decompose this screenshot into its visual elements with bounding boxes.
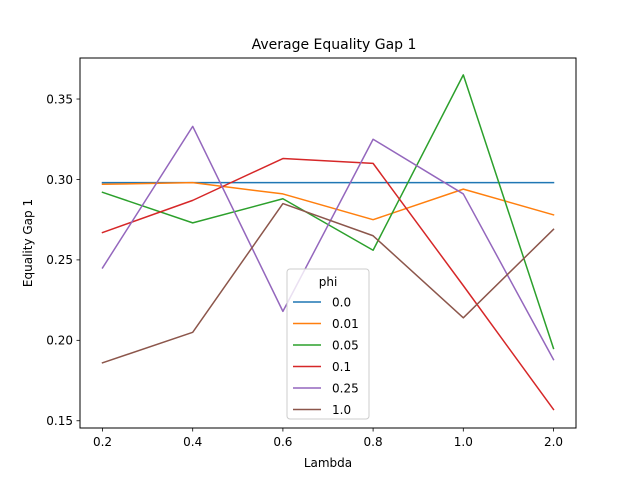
x-tick-label: 2.0 xyxy=(544,435,563,449)
legend-label: 0.1 xyxy=(332,360,351,374)
legend-title: phi xyxy=(319,275,338,289)
y-tick-label: 0.15 xyxy=(46,414,73,428)
series-line-5 xyxy=(101,202,555,364)
legend-label: 1.0 xyxy=(332,403,351,417)
y-axis-label: Equality Gap 1 xyxy=(21,199,35,287)
legend: phi 0.0 0.01 0.05 0.1 0.25 1.0 xyxy=(286,268,370,420)
y-axis-ticks: 0.15 0.20 0.25 0.30 0.35 xyxy=(46,92,80,428)
x-tick-label: 0.6 xyxy=(273,435,292,449)
y-tick-label: 0.35 xyxy=(46,92,73,106)
plot-frame xyxy=(79,57,577,429)
y-tick-label: 0.30 xyxy=(46,173,73,187)
plot-lines xyxy=(101,74,555,411)
series-line-1 xyxy=(101,181,555,221)
x-tick-label: 0.2 xyxy=(93,435,112,449)
x-tick-label: 0.8 xyxy=(364,435,383,449)
y-tick-label: 0.20 xyxy=(46,334,73,348)
x-tick-label: 1.0 xyxy=(454,435,473,449)
series-line-4 xyxy=(101,125,555,361)
x-axis-label: Lambda xyxy=(304,456,352,470)
legend-label: 0.0 xyxy=(332,295,351,309)
x-tick-label: 0.4 xyxy=(183,435,202,449)
legend-label: 0.05 xyxy=(332,338,359,352)
chart-title: Average Equality Gap 1 xyxy=(252,37,417,53)
legend-box xyxy=(286,268,370,420)
y-tick-label: 0.25 xyxy=(46,253,73,267)
series-line-3 xyxy=(101,157,555,411)
x-axis-ticks: 0.2 0.4 0.6 0.8 1.0 2.0 xyxy=(93,428,563,449)
legend-label: 0.25 xyxy=(332,381,359,395)
legend-label: 0.01 xyxy=(332,317,359,331)
legend-items: 0.0 0.01 0.05 0.1 0.25 1.0 xyxy=(293,295,359,417)
